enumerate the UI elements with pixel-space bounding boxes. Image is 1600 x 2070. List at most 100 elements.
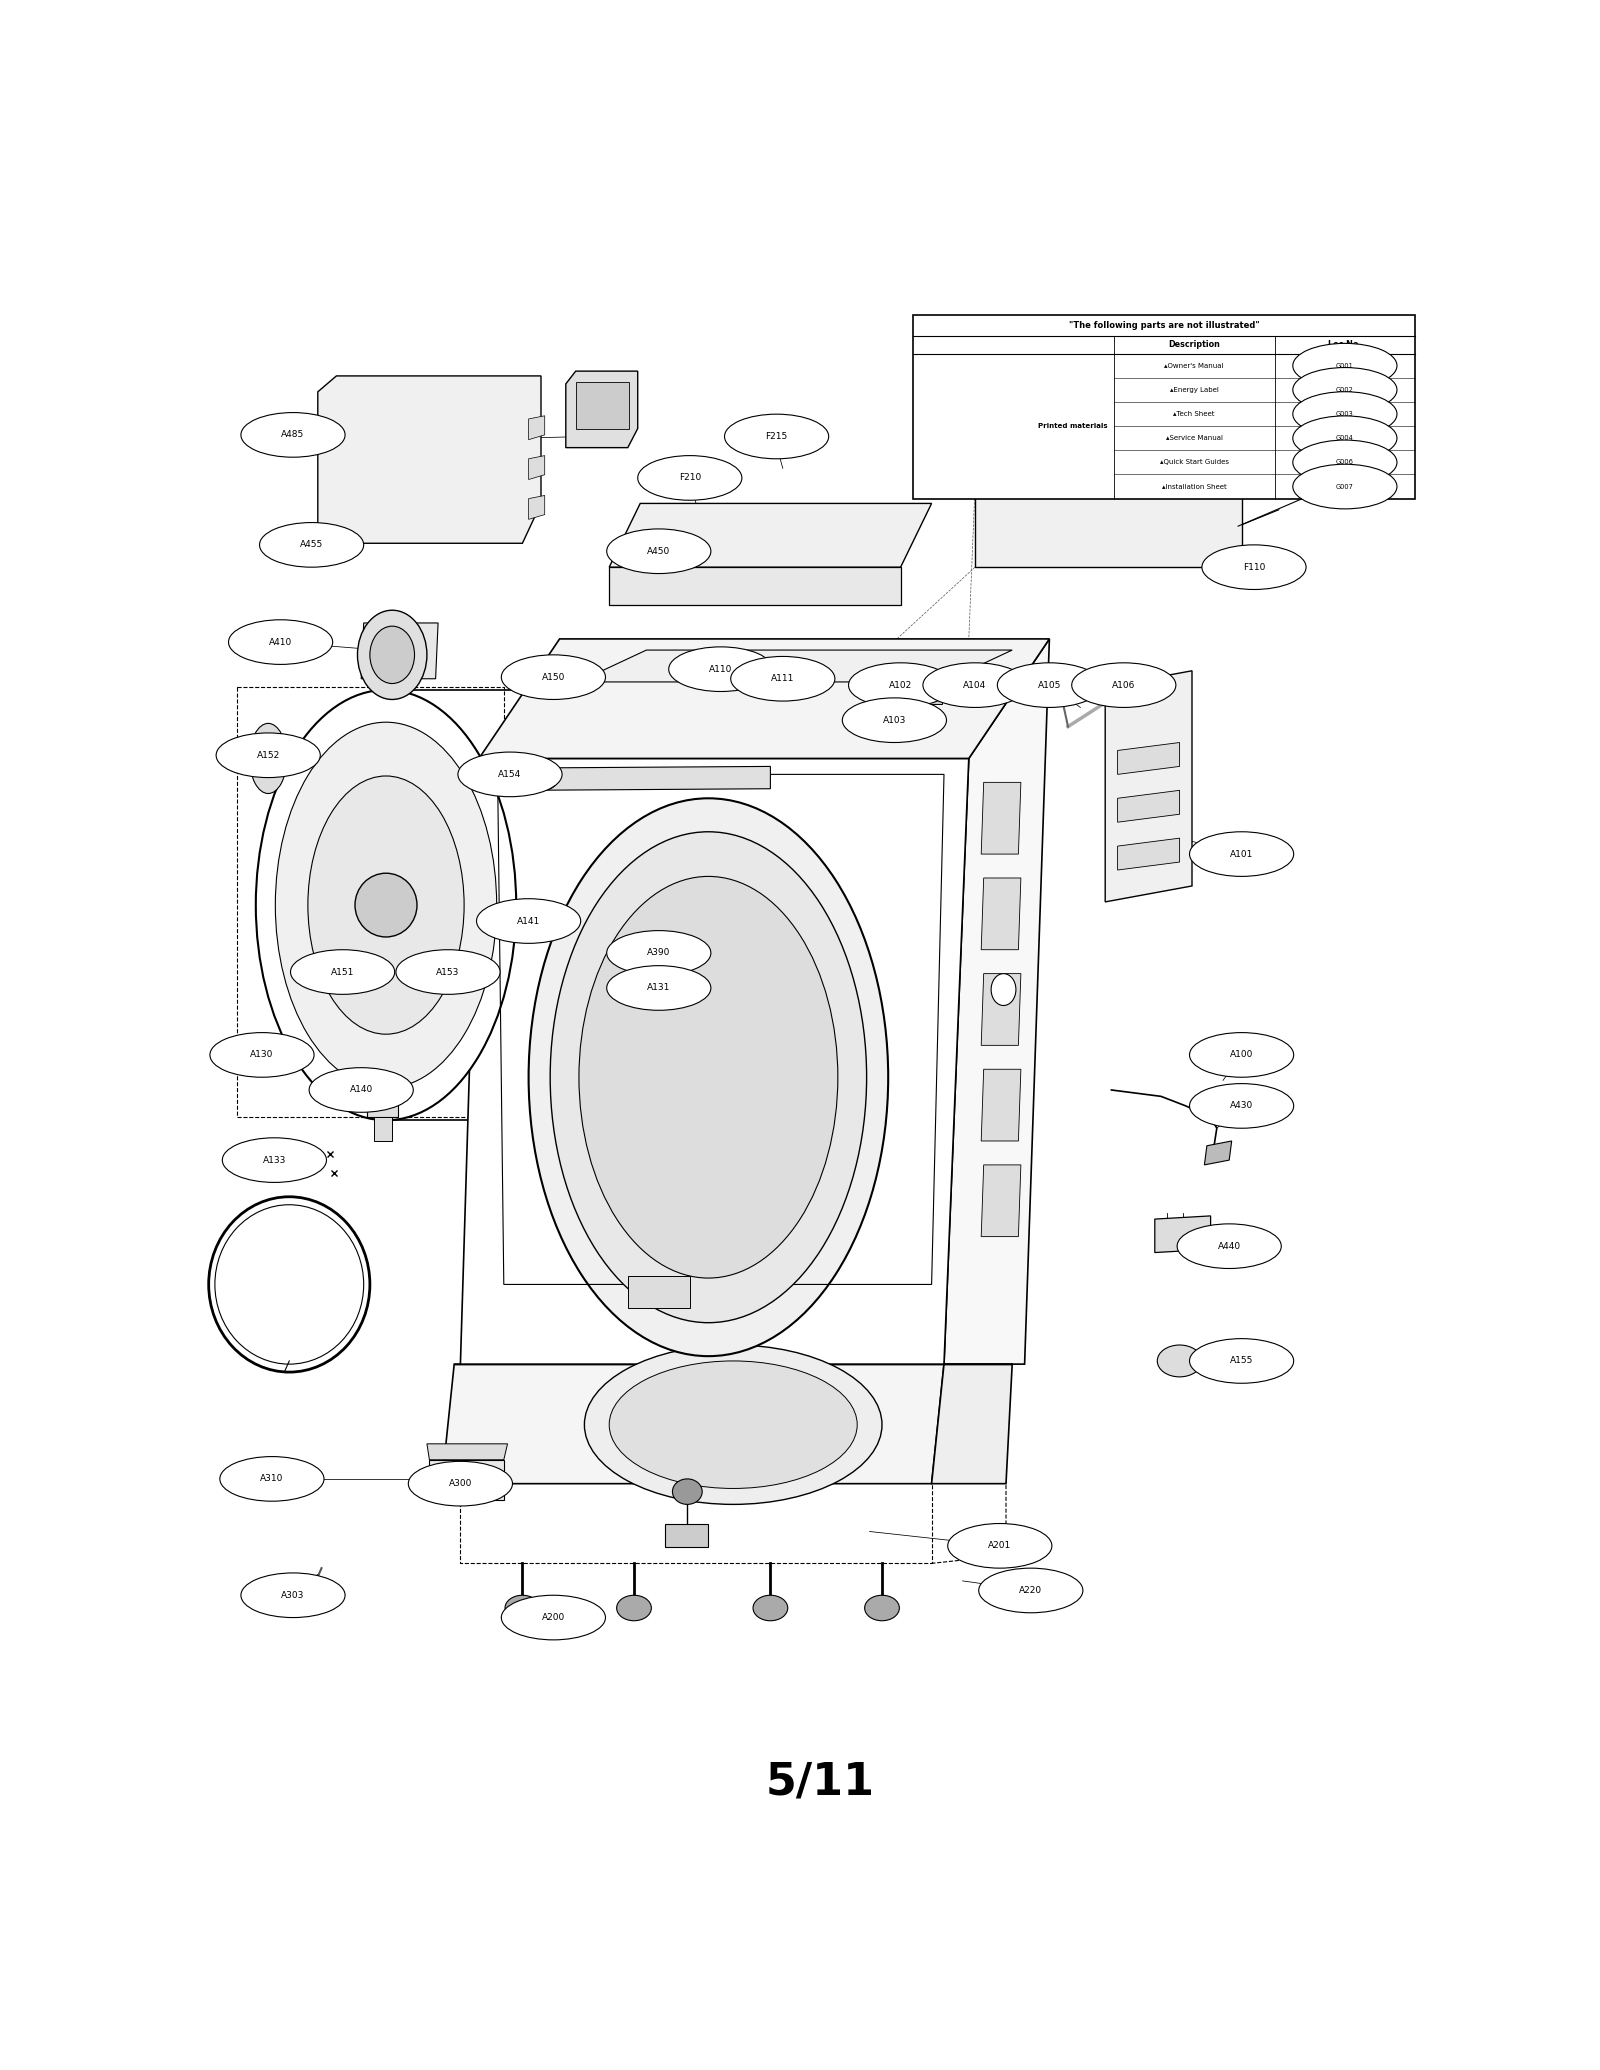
Text: A105: A105	[1038, 681, 1061, 689]
Ellipse shape	[842, 698, 947, 743]
Text: ▴Quick Start Guides: ▴Quick Start Guides	[1160, 460, 1229, 466]
Polygon shape	[368, 1076, 398, 1118]
Text: A104: A104	[963, 681, 987, 689]
Text: A133: A133	[262, 1155, 286, 1165]
Text: G004: G004	[1336, 435, 1354, 441]
Text: ▴Installation Sheet: ▴Installation Sheet	[1162, 484, 1227, 491]
Ellipse shape	[469, 1468, 490, 1490]
Polygon shape	[318, 377, 541, 542]
Text: G007: G007	[1336, 484, 1354, 491]
Text: Description: Description	[1168, 339, 1221, 350]
Polygon shape	[578, 650, 1013, 681]
Ellipse shape	[242, 412, 346, 457]
Polygon shape	[1106, 671, 1192, 903]
Ellipse shape	[219, 1457, 323, 1501]
FancyBboxPatch shape	[914, 315, 1416, 499]
Polygon shape	[1155, 1215, 1211, 1252]
Ellipse shape	[355, 874, 418, 938]
Ellipse shape	[395, 950, 501, 994]
Polygon shape	[944, 640, 1050, 1364]
Ellipse shape	[1189, 1339, 1294, 1383]
Text: A151: A151	[331, 967, 354, 977]
Text: A310: A310	[261, 1474, 283, 1484]
Text: A106: A106	[1112, 681, 1136, 689]
Ellipse shape	[864, 1596, 899, 1621]
Text: A130: A130	[250, 1049, 274, 1060]
Ellipse shape	[606, 932, 710, 975]
Text: A201: A201	[989, 1542, 1011, 1550]
Ellipse shape	[370, 625, 414, 683]
Polygon shape	[931, 1364, 1013, 1484]
Ellipse shape	[1157, 1346, 1202, 1377]
Text: A152: A152	[256, 751, 280, 760]
Ellipse shape	[610, 1360, 858, 1488]
Ellipse shape	[606, 530, 710, 573]
Ellipse shape	[1293, 441, 1397, 484]
Polygon shape	[566, 371, 638, 447]
Ellipse shape	[606, 967, 710, 1010]
Polygon shape	[1205, 1141, 1232, 1165]
Ellipse shape	[550, 832, 867, 1323]
Ellipse shape	[997, 662, 1101, 708]
Text: A140: A140	[349, 1085, 373, 1095]
Polygon shape	[362, 623, 438, 679]
Ellipse shape	[256, 689, 517, 1120]
Text: Printed materials: Printed materials	[1038, 422, 1107, 428]
Ellipse shape	[1293, 368, 1397, 412]
Text: A455: A455	[299, 540, 323, 549]
Ellipse shape	[506, 1596, 539, 1621]
Text: "The following parts are not illustrated": "The following parts are not illustrated…	[1069, 321, 1259, 331]
Text: G001: G001	[1336, 362, 1354, 368]
Text: Loc No.: Loc No.	[1328, 339, 1362, 350]
Ellipse shape	[501, 654, 605, 700]
Ellipse shape	[731, 656, 835, 702]
Ellipse shape	[725, 414, 829, 460]
Text: A303: A303	[282, 1590, 304, 1600]
Polygon shape	[478, 640, 1050, 758]
Ellipse shape	[1293, 391, 1397, 437]
Text: A103: A103	[883, 716, 906, 724]
Ellipse shape	[579, 876, 838, 1277]
Text: A155: A155	[1230, 1356, 1253, 1366]
Polygon shape	[981, 1165, 1021, 1236]
Ellipse shape	[1178, 1223, 1282, 1269]
Text: A150: A150	[542, 673, 565, 681]
Polygon shape	[981, 973, 1021, 1045]
Text: A111: A111	[771, 675, 795, 683]
Ellipse shape	[1189, 1033, 1294, 1076]
Ellipse shape	[528, 764, 558, 791]
Text: A131: A131	[646, 983, 670, 992]
Text: F215: F215	[765, 433, 787, 441]
Ellipse shape	[994, 344, 1056, 391]
Polygon shape	[610, 503, 931, 567]
Ellipse shape	[458, 751, 562, 797]
Text: A110: A110	[709, 664, 733, 673]
Text: G006: G006	[1336, 460, 1354, 466]
Polygon shape	[981, 1070, 1021, 1141]
Polygon shape	[427, 1445, 507, 1459]
Text: A200: A200	[542, 1613, 565, 1623]
Text: A154: A154	[498, 770, 522, 778]
Text: A220: A220	[1019, 1586, 1042, 1596]
Polygon shape	[442, 1364, 944, 1484]
Text: G002: G002	[1336, 387, 1354, 393]
Text: A450: A450	[646, 546, 670, 555]
Polygon shape	[528, 455, 544, 480]
Ellipse shape	[250, 722, 286, 793]
Text: 5/11: 5/11	[765, 1760, 875, 1803]
Ellipse shape	[990, 973, 1016, 1006]
Ellipse shape	[584, 1346, 882, 1505]
Text: A300: A300	[448, 1480, 472, 1488]
Polygon shape	[666, 1524, 709, 1548]
Ellipse shape	[528, 799, 888, 1356]
Ellipse shape	[1189, 832, 1294, 876]
Polygon shape	[1117, 791, 1179, 822]
Ellipse shape	[669, 646, 773, 691]
Text: A390: A390	[646, 948, 670, 958]
Ellipse shape	[408, 1461, 512, 1507]
Polygon shape	[374, 1118, 392, 1141]
Ellipse shape	[275, 722, 496, 1089]
Polygon shape	[930, 691, 941, 704]
Ellipse shape	[1189, 1083, 1294, 1128]
Ellipse shape	[1293, 416, 1397, 460]
